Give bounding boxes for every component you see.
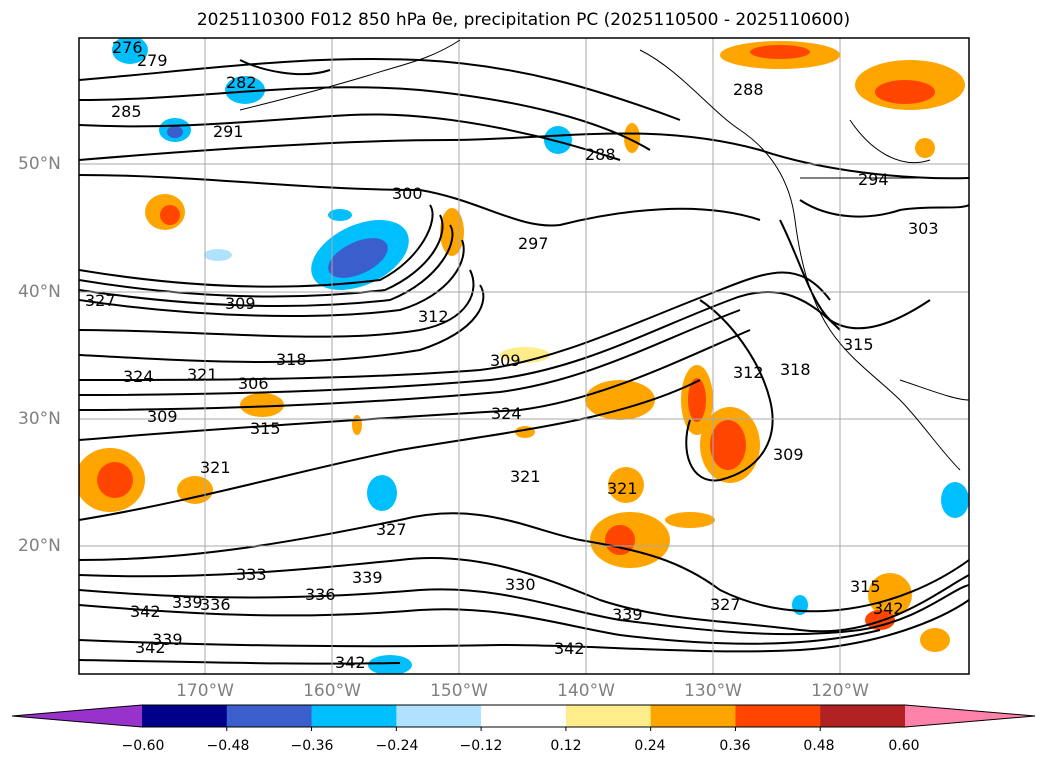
contour-label: 318 <box>780 360 811 379</box>
colorbar-tick-label: −0.36 <box>290 738 334 754</box>
contour-label: 342 <box>554 639 585 658</box>
contour-label: 342 <box>135 638 166 657</box>
contour-label: 288 <box>585 145 616 164</box>
colorbar-segment <box>226 705 313 727</box>
colorbar-segment <box>142 705 228 727</box>
contour-label: 339 <box>172 593 203 612</box>
contour-label: 339 <box>352 568 383 587</box>
contour-label: 342 <box>335 653 366 672</box>
contour-label: 339 <box>612 605 643 624</box>
contour-label: 342 <box>873 599 904 618</box>
contour-label: 324 <box>123 367 154 386</box>
lon-label: 170°W <box>176 681 234 701</box>
precip-fill <box>79 38 969 674</box>
contour-labels: 276 279 282 285 291 288 288 294 300 297 … <box>85 38 939 672</box>
colorbar-tick-label: −0.24 <box>375 738 419 754</box>
lon-label: 130°W <box>684 681 742 701</box>
contour-label: 321 <box>607 479 638 498</box>
contour-label: 327 <box>710 595 741 614</box>
contour-label: 315 <box>850 577 881 596</box>
colorbar-tick-label: 0.60 <box>888 738 920 754</box>
lon-label: 140°W <box>557 681 615 701</box>
contour-label: 300 <box>392 184 423 203</box>
lat-label: 50°N <box>18 154 61 174</box>
contour-label: 339 <box>152 630 183 649</box>
contour-label: 312 <box>418 307 449 326</box>
map-title: 2025110300 F012 850 hPa θe, precipitatio… <box>196 10 851 30</box>
lat-label: 30°N <box>18 409 61 429</box>
colorbar-extend-high <box>905 705 1035 727</box>
contour-label: 291 <box>213 122 244 141</box>
contour-label: 288 <box>733 80 764 99</box>
colorbar-tick-label: 0.36 <box>719 738 751 754</box>
lat-label: 40°N <box>18 282 61 302</box>
contour-label: 309 <box>773 445 804 464</box>
contour-label: 309 <box>490 351 521 370</box>
contour-label: 321 <box>510 467 541 486</box>
contour-label: 276 <box>112 38 143 57</box>
contour-label: 309 <box>225 294 256 313</box>
contour-label: 315 <box>250 419 281 438</box>
colorbar-tick-label: −0.12 <box>459 738 503 754</box>
contour-label: 321 <box>200 458 231 477</box>
lon-label: 120°W <box>811 681 869 701</box>
contour-label: 315 <box>843 335 874 354</box>
contour-label: 336 <box>200 595 231 614</box>
contour-label: 336 <box>305 585 336 604</box>
contour-label: 297 <box>518 234 549 253</box>
contour-label: 342 <box>130 602 161 621</box>
contour-label: 333 <box>236 565 267 584</box>
colorbar-segment <box>820 705 906 727</box>
contour-label: 303 <box>908 219 939 238</box>
contour-label: 321 <box>187 365 218 384</box>
contour-label: 327 <box>376 520 407 539</box>
colorbar-segment <box>396 705 482 727</box>
graticule <box>79 38 969 674</box>
colorbar-segment <box>565 705 652 727</box>
colorbar-tick-label: 0.48 <box>803 738 835 754</box>
contour-label: 312 <box>733 363 764 382</box>
contour-label: 318 <box>276 350 307 369</box>
contour-label: 285 <box>111 102 142 121</box>
lat-label: 20°N <box>18 536 61 556</box>
contour-label: 306 <box>238 374 269 393</box>
contour-label: 327 <box>85 291 116 310</box>
colorbar-extend-low <box>12 705 142 727</box>
contour-label: 324 <box>491 404 522 423</box>
colorbar-segment <box>650 705 736 727</box>
contour-label: 294 <box>858 170 889 189</box>
contour-label: 282 <box>226 73 257 92</box>
contour-label: 309 <box>147 407 178 426</box>
lon-label: 150°W <box>430 681 488 701</box>
colorbar-segment <box>481 705 567 727</box>
contour-label: 330 <box>505 575 536 594</box>
coastline <box>239 39 969 471</box>
plot-frame <box>78 37 970 675</box>
colorbar-tick-label: −0.60 <box>121 738 165 754</box>
colorbar-outline <box>11 704 1036 728</box>
colorbar-segment <box>311 705 397 727</box>
colorbar-tick-label: −0.48 <box>206 738 250 754</box>
lon-label: 160°W <box>303 681 361 701</box>
colorbar-tick-label: 0.24 <box>634 738 666 754</box>
colorbar-tick-label: 0.12 <box>550 738 582 754</box>
colorbar <box>11 704 1036 731</box>
contour-label: 279 <box>137 51 168 70</box>
theta-e-contours <box>79 58 969 665</box>
colorbar-segment <box>735 705 821 727</box>
